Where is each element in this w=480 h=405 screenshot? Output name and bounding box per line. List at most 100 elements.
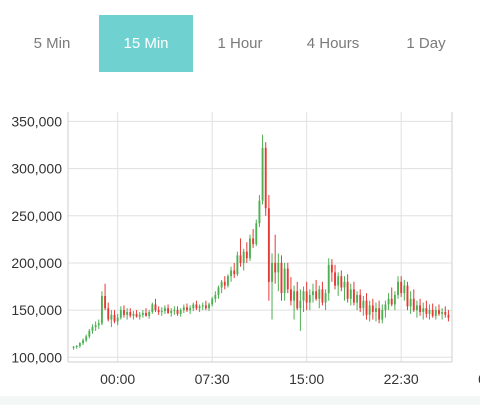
candle — [226, 274, 229, 288]
candle — [72, 345, 75, 350]
candle-body — [419, 305, 422, 312]
candle-body — [132, 313, 135, 316]
candle-body — [422, 308, 425, 312]
candle — [208, 302, 210, 312]
candle-body — [397, 281, 399, 296]
candle — [422, 302, 425, 320]
candle — [267, 195, 270, 301]
candle-body — [220, 281, 223, 288]
candle-body — [321, 289, 324, 303]
candle-body — [179, 310, 182, 314]
candle-body — [141, 312, 144, 315]
candle — [277, 253, 280, 292]
candle — [419, 298, 422, 316]
candlestick-series — [72, 134, 450, 350]
candle-body — [198, 306, 201, 309]
tab-4-hours[interactable]: 4 Hours — [306, 35, 360, 52]
candle — [406, 281, 409, 311]
candle — [415, 300, 418, 318]
candle — [192, 302, 195, 312]
candle — [362, 295, 365, 316]
candle-body — [264, 147, 267, 209]
candle — [230, 266, 233, 282]
candle-body — [352, 289, 355, 303]
candle — [182, 304, 185, 313]
candle — [428, 304, 431, 320]
candle-body — [277, 262, 280, 273]
candle-body — [186, 307, 188, 311]
candle-body — [97, 323, 100, 326]
candle — [201, 302, 204, 311]
candle — [223, 276, 226, 290]
candle — [186, 303, 188, 312]
candle-body — [107, 308, 110, 320]
candle — [274, 234, 277, 284]
candle-body — [204, 305, 207, 309]
candle — [189, 305, 192, 314]
candle-body — [280, 262, 283, 294]
candle — [356, 291, 359, 311]
candle — [349, 283, 352, 306]
candle — [352, 281, 355, 306]
candle — [97, 319, 100, 329]
candle — [255, 219, 258, 246]
candle — [321, 281, 324, 306]
candle-body — [368, 305, 371, 315]
candle — [308, 289, 311, 311]
candle-body — [110, 314, 113, 320]
candle-body — [403, 285, 406, 294]
candle-body — [195, 304, 198, 309]
tab-15-min[interactable]: 15 Min — [99, 15, 193, 72]
candle-body — [230, 270, 233, 277]
candle-body — [412, 298, 415, 311]
candle-body — [91, 327, 94, 331]
candle-body — [308, 295, 311, 303]
candle-body — [173, 310, 176, 312]
candle — [214, 291, 217, 303]
candle — [412, 289, 415, 312]
candle — [444, 306, 447, 318]
candle — [381, 304, 384, 324]
chart-grid — [68, 112, 452, 362]
y-tick-label: 100,000 — [11, 349, 62, 365]
candle-body — [192, 304, 195, 309]
candle-body — [258, 200, 261, 224]
candle-body — [233, 270, 236, 275]
candle — [252, 228, 255, 248]
candle — [242, 248, 245, 271]
candle-body — [148, 312, 151, 316]
candle — [173, 306, 176, 315]
candle-body — [296, 291, 299, 309]
candle — [305, 281, 308, 311]
candle — [296, 281, 299, 311]
candle-body — [249, 238, 251, 259]
x-tick-label: 06:00 — [478, 371, 480, 387]
candle — [220, 279, 223, 294]
candle — [390, 287, 393, 307]
candle-body — [126, 312, 129, 315]
candle-body — [201, 305, 204, 307]
candle — [327, 258, 330, 301]
candle — [145, 308, 147, 317]
candle-body — [293, 291, 296, 301]
candle-body — [409, 298, 412, 307]
candle — [129, 308, 132, 318]
candle-body — [393, 295, 396, 305]
candle-body — [217, 287, 220, 296]
candle — [236, 251, 239, 277]
candle — [94, 321, 97, 331]
candle-body — [334, 272, 336, 286]
candle-body — [104, 295, 107, 309]
tab-1-hour[interactable]: 1 Hour — [217, 35, 263, 52]
candle — [100, 291, 103, 326]
tab-5-min[interactable]: 5 Min — [33, 35, 71, 52]
tab-1-day[interactable]: 1 Day — [406, 35, 446, 52]
candle — [365, 293, 368, 320]
candle-body — [75, 345, 78, 347]
candle-body — [88, 330, 91, 337]
candle-body — [447, 314, 450, 318]
candle-body — [289, 289, 292, 301]
candle — [198, 304, 201, 312]
x-tick-label: 22:30 — [384, 371, 419, 387]
candle-body — [438, 310, 440, 314]
